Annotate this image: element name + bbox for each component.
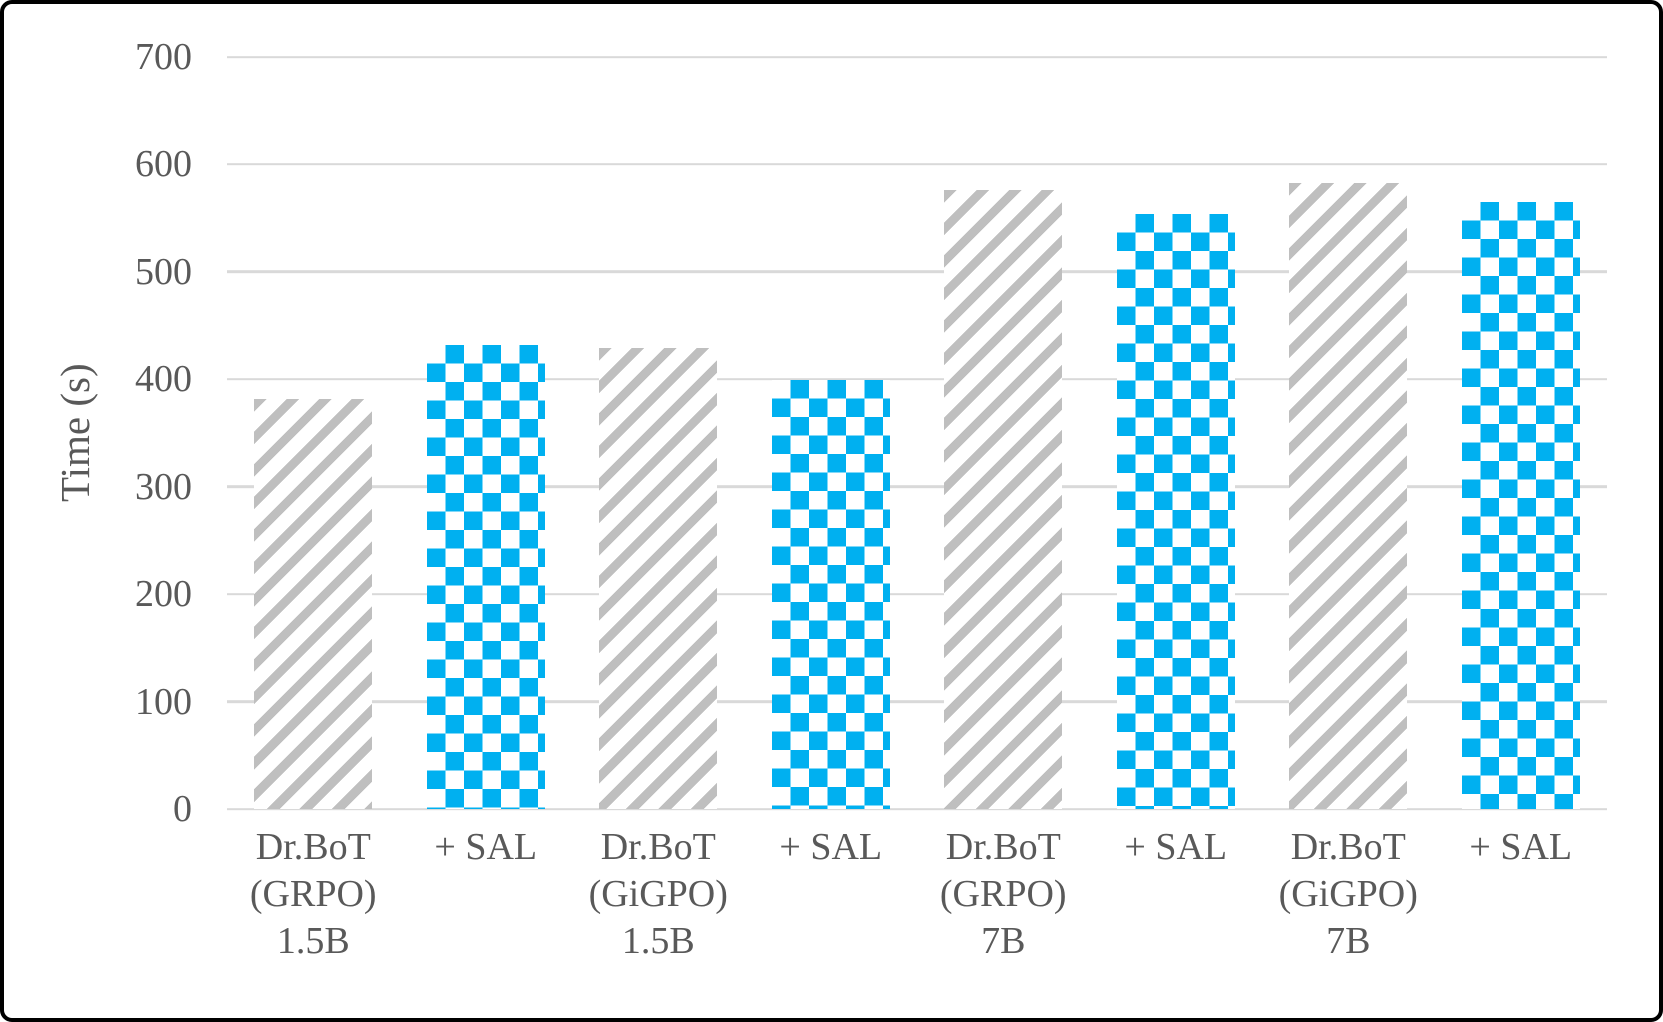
y-tick-label: 0 (173, 788, 192, 830)
gridline (227, 55, 1607, 59)
bars-layer (227, 57, 1607, 809)
bar (1461, 202, 1580, 809)
x-axis-label: + SAL (1469, 826, 1573, 868)
y-axis-tick-labels: 0 100 200 300 400 500 600 700 (4, 36, 192, 830)
gridline (227, 700, 1607, 703)
plot-area (227, 55, 1607, 811)
gridline (227, 163, 1607, 166)
x-axis-label: Dr.BoT (GRPO) 1.5B (249, 826, 377, 963)
y-tick-label: 300 (135, 465, 192, 508)
bar (426, 344, 545, 809)
bar (1289, 182, 1408, 809)
y-tick-label: 100 (135, 680, 192, 723)
bar (944, 190, 1063, 809)
gridline (227, 378, 1607, 381)
x-axis-label: + SAL (779, 826, 883, 868)
bar (254, 398, 373, 809)
y-tick-label: 200 (135, 573, 192, 616)
x-axis-label: Dr.BoT (GiGPO) 7B (1278, 826, 1418, 963)
bar (771, 380, 890, 809)
x-axis-label: Dr.BoT (GiGPO) 1.5B (588, 826, 728, 963)
y-tick-label: 500 (135, 250, 192, 293)
x-axis-label: Dr.BoT (GRPO) 7B (939, 826, 1067, 963)
gridline (227, 270, 1607, 274)
bar (599, 348, 718, 809)
gridline (227, 592, 1607, 596)
x-axis-labels: Dr.BoT (GRPO) 1.5B + SAL Dr.BoT (GiGPO) 1.… (227, 824, 1607, 965)
x-axis-label: + SAL (1124, 826, 1228, 868)
y-tick-label: 400 (135, 358, 192, 401)
bar (1116, 213, 1235, 809)
y-tick-label: 600 (135, 143, 192, 186)
y-tick-label: 700 (135, 36, 192, 78)
gridline (227, 807, 1607, 811)
x-axis-label: + SAL (434, 826, 538, 868)
gridline (227, 485, 1607, 488)
